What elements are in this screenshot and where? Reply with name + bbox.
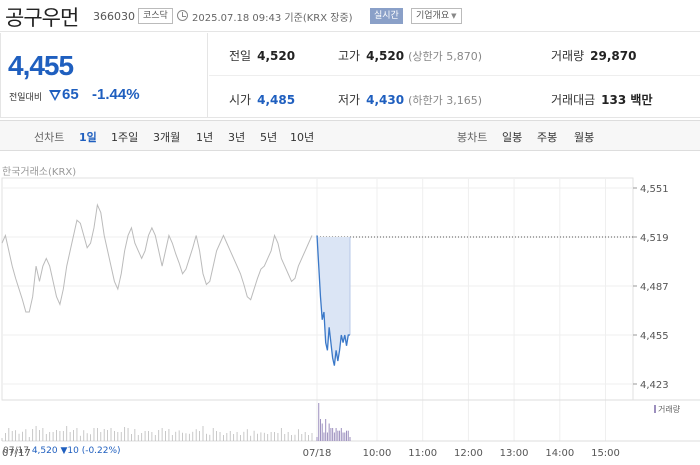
stock-name: 공구우먼 — [5, 6, 79, 30]
change-amount: 65 — [62, 86, 79, 103]
chart-period-bar: 선차트 1일 1주일 3개월 1년 3년 5년 10년 봉차트 일봉 주봉 월봉 — [0, 120, 700, 151]
low-value: 4,430 — [366, 93, 405, 107]
stock-header: 공구우먼 366030 코스닥 2025.07.18 09:43 기준(KRX … — [0, 0, 700, 32]
volume-value: 29,870 — [590, 49, 637, 63]
corp-info-button[interactable]: 기업개요 ▼ — [411, 8, 462, 24]
volume-legend: 거래량 — [654, 404, 680, 415]
current-price-box: 4,455 전일대비 65 -1.44% — [0, 33, 208, 118]
change-percent: -1.44% — [92, 86, 140, 103]
volume-cell: 거래량 29,870 — [551, 47, 636, 64]
x-tick-label: 11:00 — [408, 448, 437, 459]
prev-day-change: ▼10 (-0.22%) — [60, 446, 121, 456]
stock-code: 366030 — [93, 10, 135, 23]
prev-close-cell: 전일 4,520 — [229, 47, 295, 64]
tab-3y[interactable]: 3년 — [228, 131, 246, 144]
prev-day-date: 07/17 — [3, 446, 29, 456]
tab-monthly[interactable]: 월봉 — [574, 131, 595, 144]
tab-3m[interactable]: 3개월 — [153, 131, 181, 144]
x-tick-label: 14:00 — [545, 448, 574, 459]
amount-label: 거래대금 — [551, 93, 596, 107]
change-label: 전일대비 — [9, 93, 43, 103]
x-tick-label: 15:00 — [591, 448, 620, 459]
open-label: 시가 — [229, 93, 252, 107]
prev-day-price: 4,520 — [31, 446, 58, 456]
high-label: 고가 — [338, 49, 361, 63]
price-chart: 한국거래소(KRX) 4,551 4,519 4,487 4,455 4,423 07/1… — [0, 152, 700, 465]
corp-info-label: 기업개요 — [416, 11, 450, 21]
prev-day-info: 07/17 4,520 ▼10 (-0.22%) — [3, 446, 121, 456]
chevron-down-icon: ▼ — [451, 12, 457, 20]
low-label: 저가 — [338, 93, 361, 107]
line-chart-label: 선차트 — [34, 131, 65, 144]
x-tick-label: 10:00 — [363, 448, 392, 459]
row-divider — [209, 75, 700, 76]
market-badge: 코스닥 — [138, 8, 173, 24]
current-day-fill-area — [317, 235, 350, 366]
y-tick-label: 4,519 — [640, 233, 669, 244]
current-day-series-line — [316, 235, 350, 366]
volume-label: 거래량 — [551, 49, 585, 63]
upper-limit: (상한가 5,870) — [408, 50, 482, 63]
low-cell: 저가 4,430 (하한가 3,165) — [338, 91, 482, 108]
prev-day-series-line — [1, 203, 313, 313]
x-tick-label: 13:00 — [500, 448, 529, 459]
tab-1d[interactable]: 1일 — [79, 131, 97, 144]
tab-1y[interactable]: 1년 — [196, 131, 214, 144]
amount-value: 133 백만 — [601, 93, 653, 107]
lower-limit: (하한가 3,165) — [408, 94, 482, 107]
realtime-button[interactable]: 실시간 — [370, 8, 403, 24]
clock-icon — [177, 10, 188, 21]
y-tick-label: 4,423 — [640, 380, 669, 391]
y-tick-label: 4,455 — [640, 331, 669, 342]
open-cell: 시가 4,485 — [229, 91, 295, 108]
amount-cell: 거래대금 133 백만 — [551, 91, 652, 108]
quote-panel: 4,455 전일대비 65 -1.44% 전일 4,520 고가 4,520 (상한가… — [0, 33, 700, 118]
volume-legend-label: 거래량 — [658, 405, 681, 414]
tab-10y[interactable]: 10년 — [290, 131, 315, 144]
current-price: 4,455 — [8, 50, 74, 81]
tab-5y[interactable]: 5년 — [260, 131, 278, 144]
y-tick-label: 4,551 — [640, 184, 669, 195]
volume-legend-swatch — [654, 405, 656, 413]
tab-daily[interactable]: 일봉 — [502, 131, 523, 144]
open-value: 4,485 — [257, 93, 296, 107]
tab-weekly[interactable]: 주봉 — [537, 131, 558, 144]
quote-datetime: 2025.07.18 09:43 기준(KRX 장중) — [192, 13, 353, 24]
prev-close-label: 전일 — [229, 49, 252, 63]
candle-chart-label: 봉차트 — [457, 131, 488, 144]
price-chart-svg: 4,551 4,519 4,487 4,455 4,423 07/17 07/18 10:00… — [1, 177, 700, 459]
high-cell: 고가 4,520 (상한가 5,870) — [338, 47, 482, 64]
high-value: 4,520 — [366, 49, 405, 63]
prev-close-value: 4,520 — [257, 49, 296, 63]
down-triangle-icon — [49, 90, 61, 101]
exchange-label: 한국거래소(KRX) — [2, 167, 77, 178]
x-tick-label: 07/18 — [303, 448, 332, 459]
tab-1w[interactable]: 1주일 — [111, 131, 139, 144]
y-tick-label: 4,487 — [640, 282, 669, 293]
x-tick-label: 07/17 — [2, 448, 31, 459]
x-tick-label: 12:00 — [454, 448, 483, 459]
